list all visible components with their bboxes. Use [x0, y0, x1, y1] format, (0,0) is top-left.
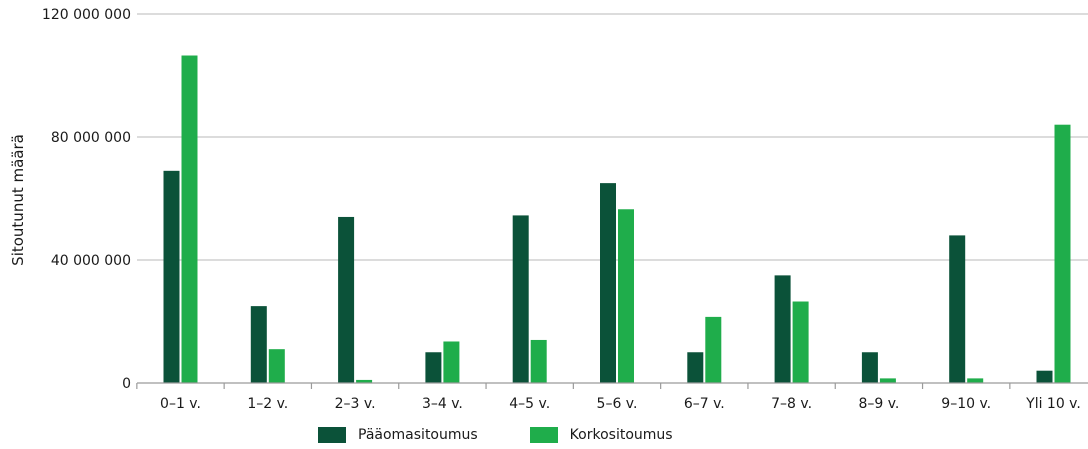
- x-tick-label: 7–8 v.: [771, 396, 812, 412]
- x-tick-label: 8–9 v.: [858, 396, 899, 412]
- bar-chart: 0 40 000 000 80 000 000 120 000 000 0–1 v. 1…: [9, 7, 1088, 412]
- x-tick-label: 3–4 v.: [422, 396, 463, 412]
- y-tick-label: 40 000 000: [51, 253, 131, 269]
- x-axis: 0–1 v. 1–2 v. 2–3 v. 3–4 v. 4–5 v. 5–6 v. 6–7 …: [136, 382, 1088, 412]
- legend: Pääomasitoumus Korkositoumus: [318, 427, 725, 443]
- bar-korkositoumus: [879, 378, 896, 383]
- x-tick-label: 0–1 v.: [160, 396, 201, 412]
- bar-paaomasitoumus: [600, 183, 616, 383]
- bar-korkositoumus: [1054, 124, 1071, 383]
- x-tick-label: 2–3 v.: [335, 396, 376, 412]
- bar-paaomasitoumus: [250, 306, 267, 383]
- bar-paaomasitoumus: [163, 170, 180, 383]
- x-tick-label: 1–2 v.: [247, 396, 288, 412]
- bar-korkositoumus: [268, 349, 285, 383]
- x-tick-label: 9–10 v.: [941, 396, 991, 412]
- bar-korkositoumus: [792, 301, 809, 383]
- bar-korkositoumus: [356, 379, 373, 383]
- y-axis-label: Sitoutunut määrä: [9, 134, 27, 266]
- bar-paaomasitoumus: [861, 352, 878, 383]
- bar-paaomasitoumus: [338, 216, 355, 383]
- legend-item-paaomasitoumus: Pääomasitoumus: [318, 427, 478, 443]
- bar-paaomasitoumus: [425, 352, 442, 383]
- legend-label-paaomasitoumus: Pääomasitoumus: [358, 427, 478, 443]
- x-tick-label: 4–5 v.: [509, 396, 550, 412]
- bar-korkositoumus: [443, 341, 460, 383]
- x-tick-label: 6–7 v.: [684, 396, 725, 412]
- legend-item-korkositoumus: Korkositoumus: [529, 427, 673, 443]
- bar-paaomasitoumus: [1036, 370, 1053, 383]
- bar-korkositoumus: [967, 378, 984, 383]
- bar-korkositoumus: [181, 55, 198, 383]
- bar-korkositoumus: [705, 316, 722, 383]
- bar-korkositoumus: [530, 339, 547, 383]
- legend-swatch-korkositoumus: [529, 427, 558, 443]
- y-axis-ticks: 0 40 000 000 80 000 000 120 000 000: [42, 7, 131, 392]
- bar-paaomasitoumus: [949, 235, 966, 383]
- bar-paaomasitoumus: [774, 275, 791, 383]
- bar-paaomasitoumus: [687, 352, 704, 383]
- bar-korkositoumus: [618, 209, 634, 383]
- y-tick-label: 80 000 000: [51, 130, 131, 146]
- bars: [163, 55, 1071, 383]
- legend-label-korkositoumus: Korkositoumus: [569, 427, 673, 443]
- x-tick-label: 5–6 v.: [597, 396, 638, 412]
- y-tick-label: 120 000 000: [42, 7, 131, 23]
- legend-swatch-paaomasitoumus: [318, 427, 346, 443]
- x-tick-label: Yli 10 v.: [1025, 396, 1081, 412]
- bar-paaomasitoumus: [512, 215, 529, 383]
- y-tick-label: 0: [122, 376, 131, 392]
